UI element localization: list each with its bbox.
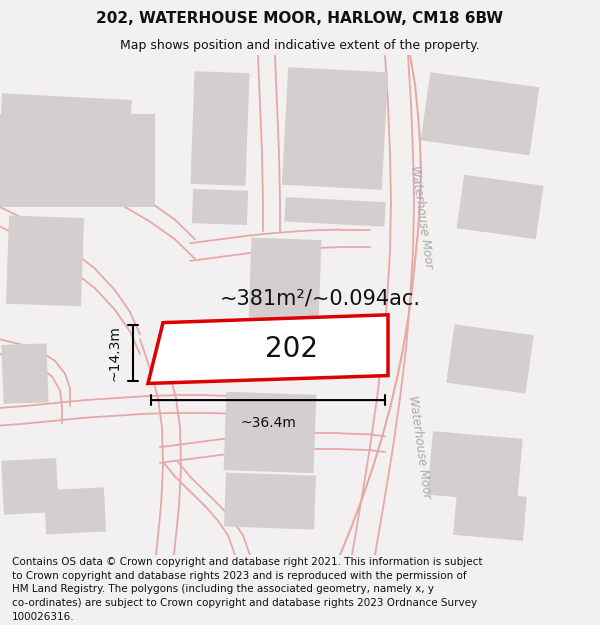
Text: ~14.3m: ~14.3m: [108, 325, 122, 381]
Polygon shape: [282, 68, 388, 190]
Polygon shape: [0, 114, 155, 207]
Text: Waterhouse Moor: Waterhouse Moor: [409, 164, 436, 269]
Polygon shape: [457, 175, 544, 239]
Polygon shape: [224, 392, 316, 473]
Text: Map shows position and indicative extent of the property.: Map shows position and indicative extent…: [120, 39, 480, 51]
Text: ~381m²/~0.094ac.: ~381m²/~0.094ac.: [220, 288, 421, 308]
Polygon shape: [421, 72, 539, 155]
Polygon shape: [6, 216, 84, 306]
Polygon shape: [44, 488, 106, 534]
Text: 202: 202: [265, 335, 318, 363]
Polygon shape: [1, 344, 49, 404]
Polygon shape: [248, 238, 322, 323]
Polygon shape: [453, 491, 527, 541]
Polygon shape: [446, 324, 534, 394]
Polygon shape: [192, 189, 248, 225]
Polygon shape: [0, 93, 132, 174]
Polygon shape: [427, 431, 523, 502]
Polygon shape: [284, 197, 386, 227]
Polygon shape: [1, 458, 59, 515]
Polygon shape: [148, 315, 388, 383]
Text: Contains OS data © Crown copyright and database right 2021. This information is : Contains OS data © Crown copyright and d…: [12, 557, 482, 621]
Text: ~36.4m: ~36.4m: [240, 416, 296, 430]
Text: Waterhouse Moor: Waterhouse Moor: [406, 395, 434, 499]
Polygon shape: [224, 472, 316, 529]
Text: 202, WATERHOUSE MOOR, HARLOW, CM18 6BW: 202, WATERHOUSE MOOR, HARLOW, CM18 6BW: [97, 11, 503, 26]
Polygon shape: [191, 71, 250, 186]
